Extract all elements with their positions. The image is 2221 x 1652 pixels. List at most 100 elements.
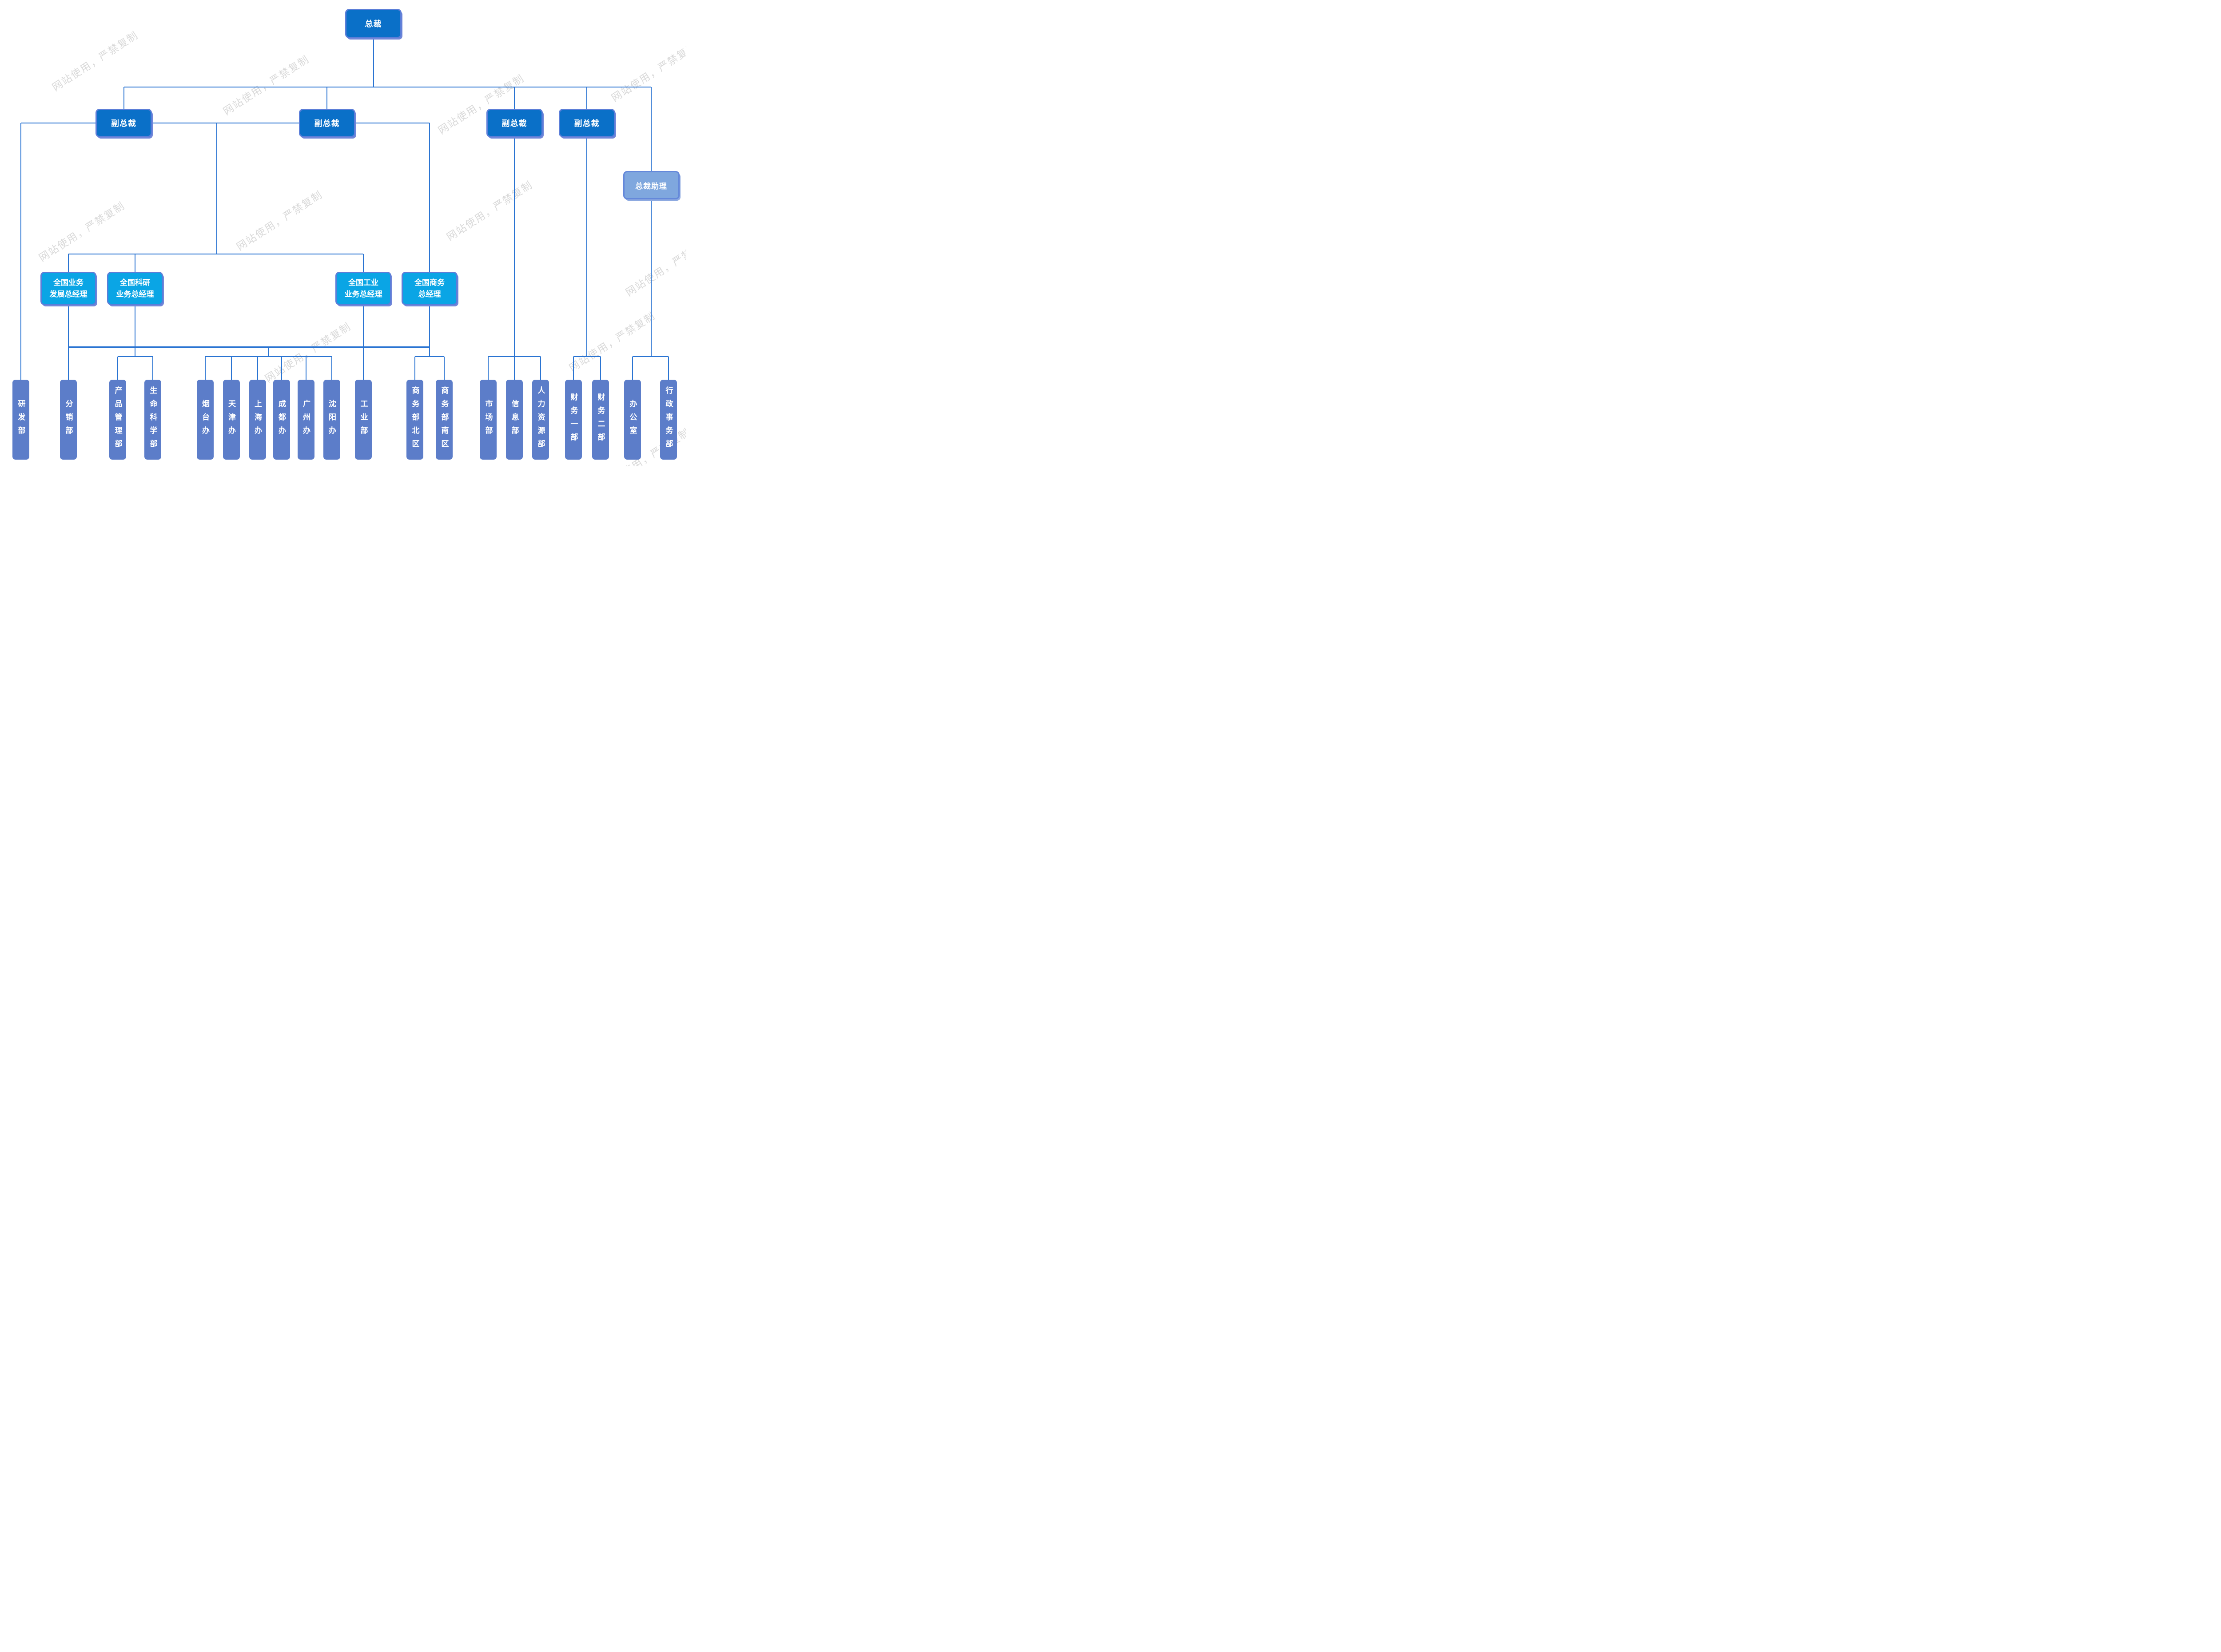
connector-line xyxy=(363,305,364,380)
node-label: 分销部 xyxy=(64,400,73,440)
node-office-yantai: 烟台办 xyxy=(196,380,214,460)
node-label: 财务二部 xyxy=(596,393,605,446)
node-office-guangzhou: 广州办 xyxy=(297,380,314,460)
node-dept-commerce-north: 商务部北区 xyxy=(406,380,423,460)
node-gm-national-research: 全国科研 业务总经理 xyxy=(107,272,163,305)
watermark-text: 网站使用，严禁复制 xyxy=(234,188,325,253)
connector-line xyxy=(216,123,217,254)
connector-line xyxy=(488,357,489,380)
node-dept-admin-affairs: 行政事务部 xyxy=(660,380,677,460)
node-label: 全国科研 业务总经理 xyxy=(116,278,154,298)
connector-line xyxy=(20,123,21,380)
node-label: 产品管理部 xyxy=(113,386,122,453)
connector-line xyxy=(68,254,69,272)
connector-line xyxy=(326,87,327,109)
node-president-assistant: 总裁助理 xyxy=(623,171,680,199)
connector-line xyxy=(586,137,587,357)
connector-line xyxy=(123,87,124,109)
connector-line xyxy=(540,357,541,380)
connector-line xyxy=(444,357,445,380)
node-vice-president-1: 副总裁 xyxy=(96,109,152,137)
node-office-chengdu: 成都办 xyxy=(273,380,290,460)
node-label: 工业部 xyxy=(359,400,368,440)
node-label: 副总裁 xyxy=(314,119,340,128)
node-label: 副总裁 xyxy=(574,119,600,128)
connector-line xyxy=(586,87,587,109)
node-dept-product-management: 产品管理部 xyxy=(109,380,126,460)
watermark-text: 网站使用，严禁复制 xyxy=(567,310,657,374)
node-label: 商务部南区 xyxy=(440,386,449,453)
connector-line xyxy=(152,357,153,380)
node-label: 信息部 xyxy=(510,400,519,440)
node-vice-president-3: 副总裁 xyxy=(486,109,543,137)
connector-line xyxy=(205,356,332,357)
connector-line xyxy=(204,357,206,380)
node-label: 行政事务部 xyxy=(664,386,673,453)
node-label: 烟台办 xyxy=(201,400,209,440)
connector-line xyxy=(632,357,633,380)
watermark-text: 网站使用，严禁复制 xyxy=(609,40,686,104)
connector-line xyxy=(514,357,515,380)
connector-line xyxy=(68,305,69,380)
node-label: 总裁 xyxy=(365,20,382,28)
node-dept-hr: 人力资源部 xyxy=(532,380,549,460)
node-label: 成都办 xyxy=(277,400,286,440)
node-label: 广州办 xyxy=(302,400,310,440)
node-dept-office: 办公室 xyxy=(624,380,641,460)
node-dept-information: 信息部 xyxy=(506,380,523,460)
node-dept-marketing: 市场部 xyxy=(480,380,497,460)
watermark-text: 网站使用，严禁复制 xyxy=(444,179,535,243)
org-chart-canvas: 网站使用，严禁复制 网站使用，严禁复制 网站使用，严禁复制 网站使用，严禁复制 网站使用… xyxy=(0,0,686,466)
node-gm-national-industry: 全国工业 业务总经理 xyxy=(335,272,391,305)
node-gm-national-business-dev: 全国业务 发展总经理 xyxy=(40,272,96,305)
connector-line xyxy=(573,357,574,380)
node-gm-national-commerce: 全国商务 总经理 xyxy=(402,272,458,305)
node-dept-life-science: 生命科学部 xyxy=(144,380,161,460)
connector-line xyxy=(415,356,444,357)
connector-line xyxy=(600,357,601,380)
connector-line xyxy=(118,356,153,357)
node-office-shenyang: 沈阳办 xyxy=(323,380,340,460)
node-label: 生命科学部 xyxy=(148,386,157,453)
connector-line xyxy=(363,254,364,272)
node-dept-rd: 研发部 xyxy=(12,380,29,460)
node-label: 全国工业 业务总经理 xyxy=(344,278,382,298)
connector-line xyxy=(414,357,415,380)
node-dept-commerce-south: 商务部南区 xyxy=(436,380,453,460)
node-label: 上海办 xyxy=(253,400,262,440)
watermark-text: 网站使用，严禁复制 xyxy=(623,234,686,298)
node-dept-finance-2: 财务二部 xyxy=(592,380,609,460)
watermark-text: 网站使用，严禁复制 xyxy=(50,29,140,93)
connector-line xyxy=(514,87,515,109)
connector-line xyxy=(68,346,430,348)
connector-line xyxy=(651,199,652,357)
node-label: 副总裁 xyxy=(111,119,136,128)
connector-line xyxy=(268,347,269,357)
watermark-text: 网站使用，严禁复制 xyxy=(221,53,311,117)
connector-line xyxy=(514,137,515,357)
node-vice-president-4: 副总裁 xyxy=(558,109,615,137)
connector-line xyxy=(429,123,430,272)
node-label: 总裁助理 xyxy=(635,182,667,191)
watermark-text: 网站使用，严禁复制 xyxy=(263,320,353,385)
connector-line xyxy=(257,357,258,380)
node-label: 商务部北区 xyxy=(410,386,419,453)
node-vice-president-2: 副总裁 xyxy=(299,109,355,137)
node-office-tianjin: 天津办 xyxy=(223,380,240,460)
connector-line xyxy=(651,87,652,171)
node-dept-finance-1: 财务一部 xyxy=(565,380,582,460)
connector-line xyxy=(231,357,232,380)
node-label: 副总裁 xyxy=(502,119,527,128)
connector-line xyxy=(331,357,332,380)
node-label: 财务一部 xyxy=(569,393,578,446)
node-office-shanghai: 上海办 xyxy=(249,380,266,460)
node-label: 天津办 xyxy=(227,400,235,440)
node-label: 人力资源部 xyxy=(536,386,545,453)
connector-line xyxy=(633,356,669,357)
connector-line xyxy=(429,305,430,357)
node-label: 市场部 xyxy=(484,400,493,440)
node-label: 研发部 xyxy=(16,400,25,440)
connector-line xyxy=(573,356,601,357)
connector-line xyxy=(668,357,669,380)
node-label: 沈阳办 xyxy=(327,400,336,440)
